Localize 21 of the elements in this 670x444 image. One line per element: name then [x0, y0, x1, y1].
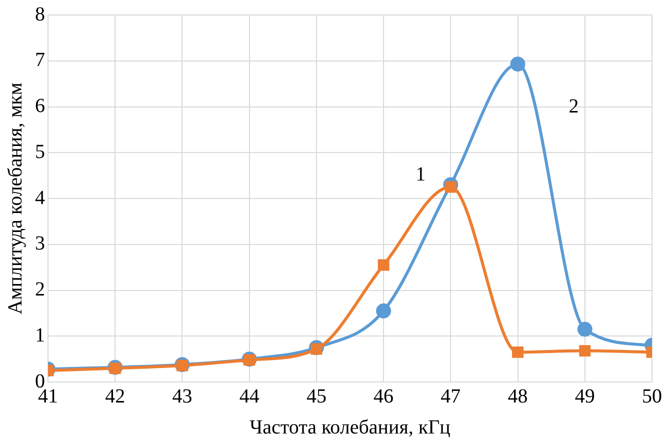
x-tick-label: 50 [642, 385, 662, 408]
y-tick-label: 5 [35, 140, 45, 163]
x-tick-label: 46 [374, 385, 394, 408]
x-axis-title: Частота колебания, кГц [250, 416, 451, 438]
x-tick-label: 49 [574, 385, 595, 408]
series-label: 1 [416, 163, 426, 186]
x-tick-label: 48 [508, 385, 528, 408]
y-tick-label: 7 [35, 49, 45, 72]
y-tick-label: 8 [35, 3, 45, 26]
x-tick-label: 44 [239, 385, 260, 408]
x-tick-label: 42 [105, 385, 126, 408]
y-tick-label: 2 [35, 278, 45, 300]
y-tick-label: 3 [35, 232, 45, 255]
x-tick-label: 47 [440, 385, 461, 408]
series-label: 2 [568, 95, 579, 118]
y-tick-label: 4 [35, 186, 45, 209]
x-tick-label: 45 [306, 385, 326, 408]
y-axis-title: Амплитуда колебания, мкм [4, 82, 26, 314]
x-tick-label: 43 [172, 385, 192, 408]
y-tick-label: 1 [35, 324, 45, 346]
y-tick-label: 6 [35, 95, 45, 117]
